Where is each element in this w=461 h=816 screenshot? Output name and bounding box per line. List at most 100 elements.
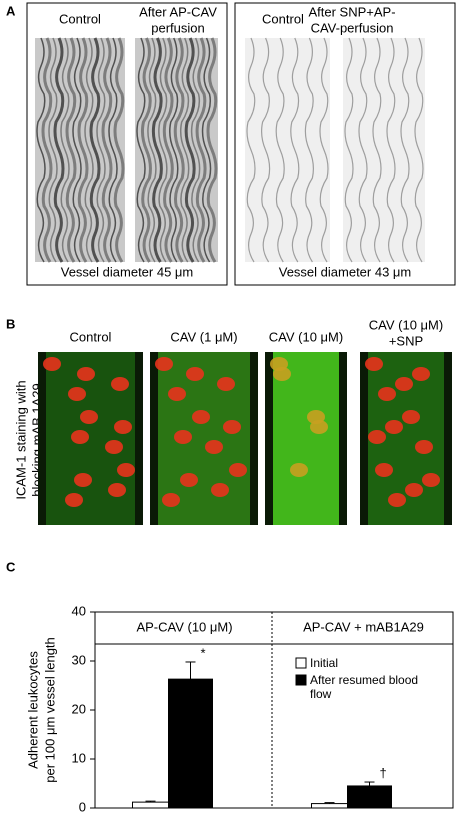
micrograph-texture (319, 37, 329, 263)
nucleus (80, 410, 98, 424)
micrograph-texture (261, 37, 271, 263)
side-label: ICAM-1 staining with (13, 380, 28, 499)
caption: Vessel diameter 45 μm (61, 264, 194, 279)
micrograph-texture (108, 37, 118, 263)
image-title: After SNP+AP- (308, 4, 395, 19)
y-tick-label: 30 (72, 652, 86, 667)
micrograph-texture (151, 37, 163, 263)
micrograph-texture (113, 37, 125, 263)
micrograph-texture (96, 37, 106, 263)
micrograph-texture (372, 37, 382, 263)
micrograph-texture (400, 37, 410, 263)
legend-swatch (295, 674, 307, 686)
panel-a-left-box (26, 2, 228, 286)
micrograph-texture (89, 37, 101, 263)
y-label-group: Adherent leukocytes per 100 μm vessel len… (25, 637, 57, 783)
micrograph-texture (53, 37, 65, 263)
nucleus (378, 387, 396, 401)
nucleus (273, 367, 291, 381)
nucleus (155, 357, 173, 371)
micrograph-texture (344, 37, 354, 263)
micrograph-texture (304, 37, 314, 263)
nucleus (117, 463, 135, 477)
micrograph (343, 38, 425, 262)
micrograph-texture (36, 37, 46, 263)
y-tick-label: 40 (72, 603, 86, 618)
column-title: Control (70, 329, 112, 344)
nucleus (105, 440, 123, 454)
y-axis-label: Adherent leukocytes (25, 651, 40, 769)
legend-entry: Initial (310, 656, 339, 670)
nucleus (365, 357, 383, 371)
nucleus (174, 430, 192, 444)
micrograph-texture (84, 37, 94, 263)
nucleus (422, 473, 440, 487)
micrograph-texture (184, 37, 196, 263)
nucleus (375, 463, 393, 477)
nucleus (217, 377, 235, 391)
legend-label: Initial (310, 656, 339, 670)
micrograph-texture (275, 37, 285, 263)
micrograph-texture (48, 37, 58, 263)
image-title: CAV-perfusion (311, 20, 394, 35)
micrograph (245, 38, 330, 262)
group-label: AP-CAV + mAB1A29 (303, 619, 424, 634)
panel-label: A (6, 3, 16, 18)
nucleus (395, 377, 413, 391)
group-label: AP-CAV (10 μM) (136, 619, 232, 634)
nucleus (229, 463, 247, 477)
caption: Vessel diameter 43 μm (279, 264, 412, 279)
micrograph-texture (147, 37, 157, 263)
micrograph-texture (41, 37, 53, 263)
image-title: Control (59, 11, 101, 26)
y-tick-label: 0 (79, 799, 86, 814)
micrograph-texture (290, 37, 300, 263)
nucleus (71, 430, 89, 444)
nucleus (108, 483, 126, 497)
micrograph-texture (206, 37, 218, 263)
y-axis-label: per 100 μm vessel length (42, 637, 57, 783)
nucleus (290, 463, 308, 477)
micrograph-texture (162, 37, 174, 263)
legend-swatch (295, 657, 307, 669)
column-title: +SNP (389, 333, 423, 348)
nucleus (402, 410, 420, 424)
panel-label: B (6, 316, 15, 331)
nucleus (77, 367, 95, 381)
micrograph-texture (201, 37, 212, 263)
micrograph-texture (414, 37, 424, 263)
column-title: CAV (10 μM) (369, 317, 443, 332)
micrograph-texture (358, 37, 368, 263)
nucleus (412, 367, 430, 381)
panel-label: C (6, 559, 16, 574)
nucleus (368, 430, 386, 444)
micrograph-texture (190, 37, 201, 263)
nucleus (114, 420, 132, 434)
significance-marker: † (380, 765, 387, 780)
bar (132, 801, 169, 809)
image-title: perfusion (151, 20, 204, 35)
nucleus (68, 387, 86, 401)
nucleus (65, 493, 83, 507)
nucleus (385, 420, 403, 434)
nucleus (211, 483, 229, 497)
nucleus (192, 410, 210, 424)
panel-a-right-box (234, 2, 456, 286)
micrograph-texture (65, 37, 77, 263)
micrograph-texture (140, 37, 152, 263)
y-tick-label: 20 (72, 701, 86, 716)
bar (347, 785, 392, 809)
micrograph-texture (101, 37, 113, 263)
nucleus (415, 440, 433, 454)
nucleus (405, 483, 423, 497)
nucleus (223, 420, 241, 434)
nucleus (168, 387, 186, 401)
nucleus (111, 377, 129, 391)
micrograph-texture (158, 37, 168, 263)
nucleus (180, 473, 198, 487)
micrograph-texture (77, 37, 89, 263)
micrograph-texture (386, 37, 396, 263)
vessel-stain (273, 352, 339, 525)
column-title: CAV (1 μM) (170, 329, 237, 344)
